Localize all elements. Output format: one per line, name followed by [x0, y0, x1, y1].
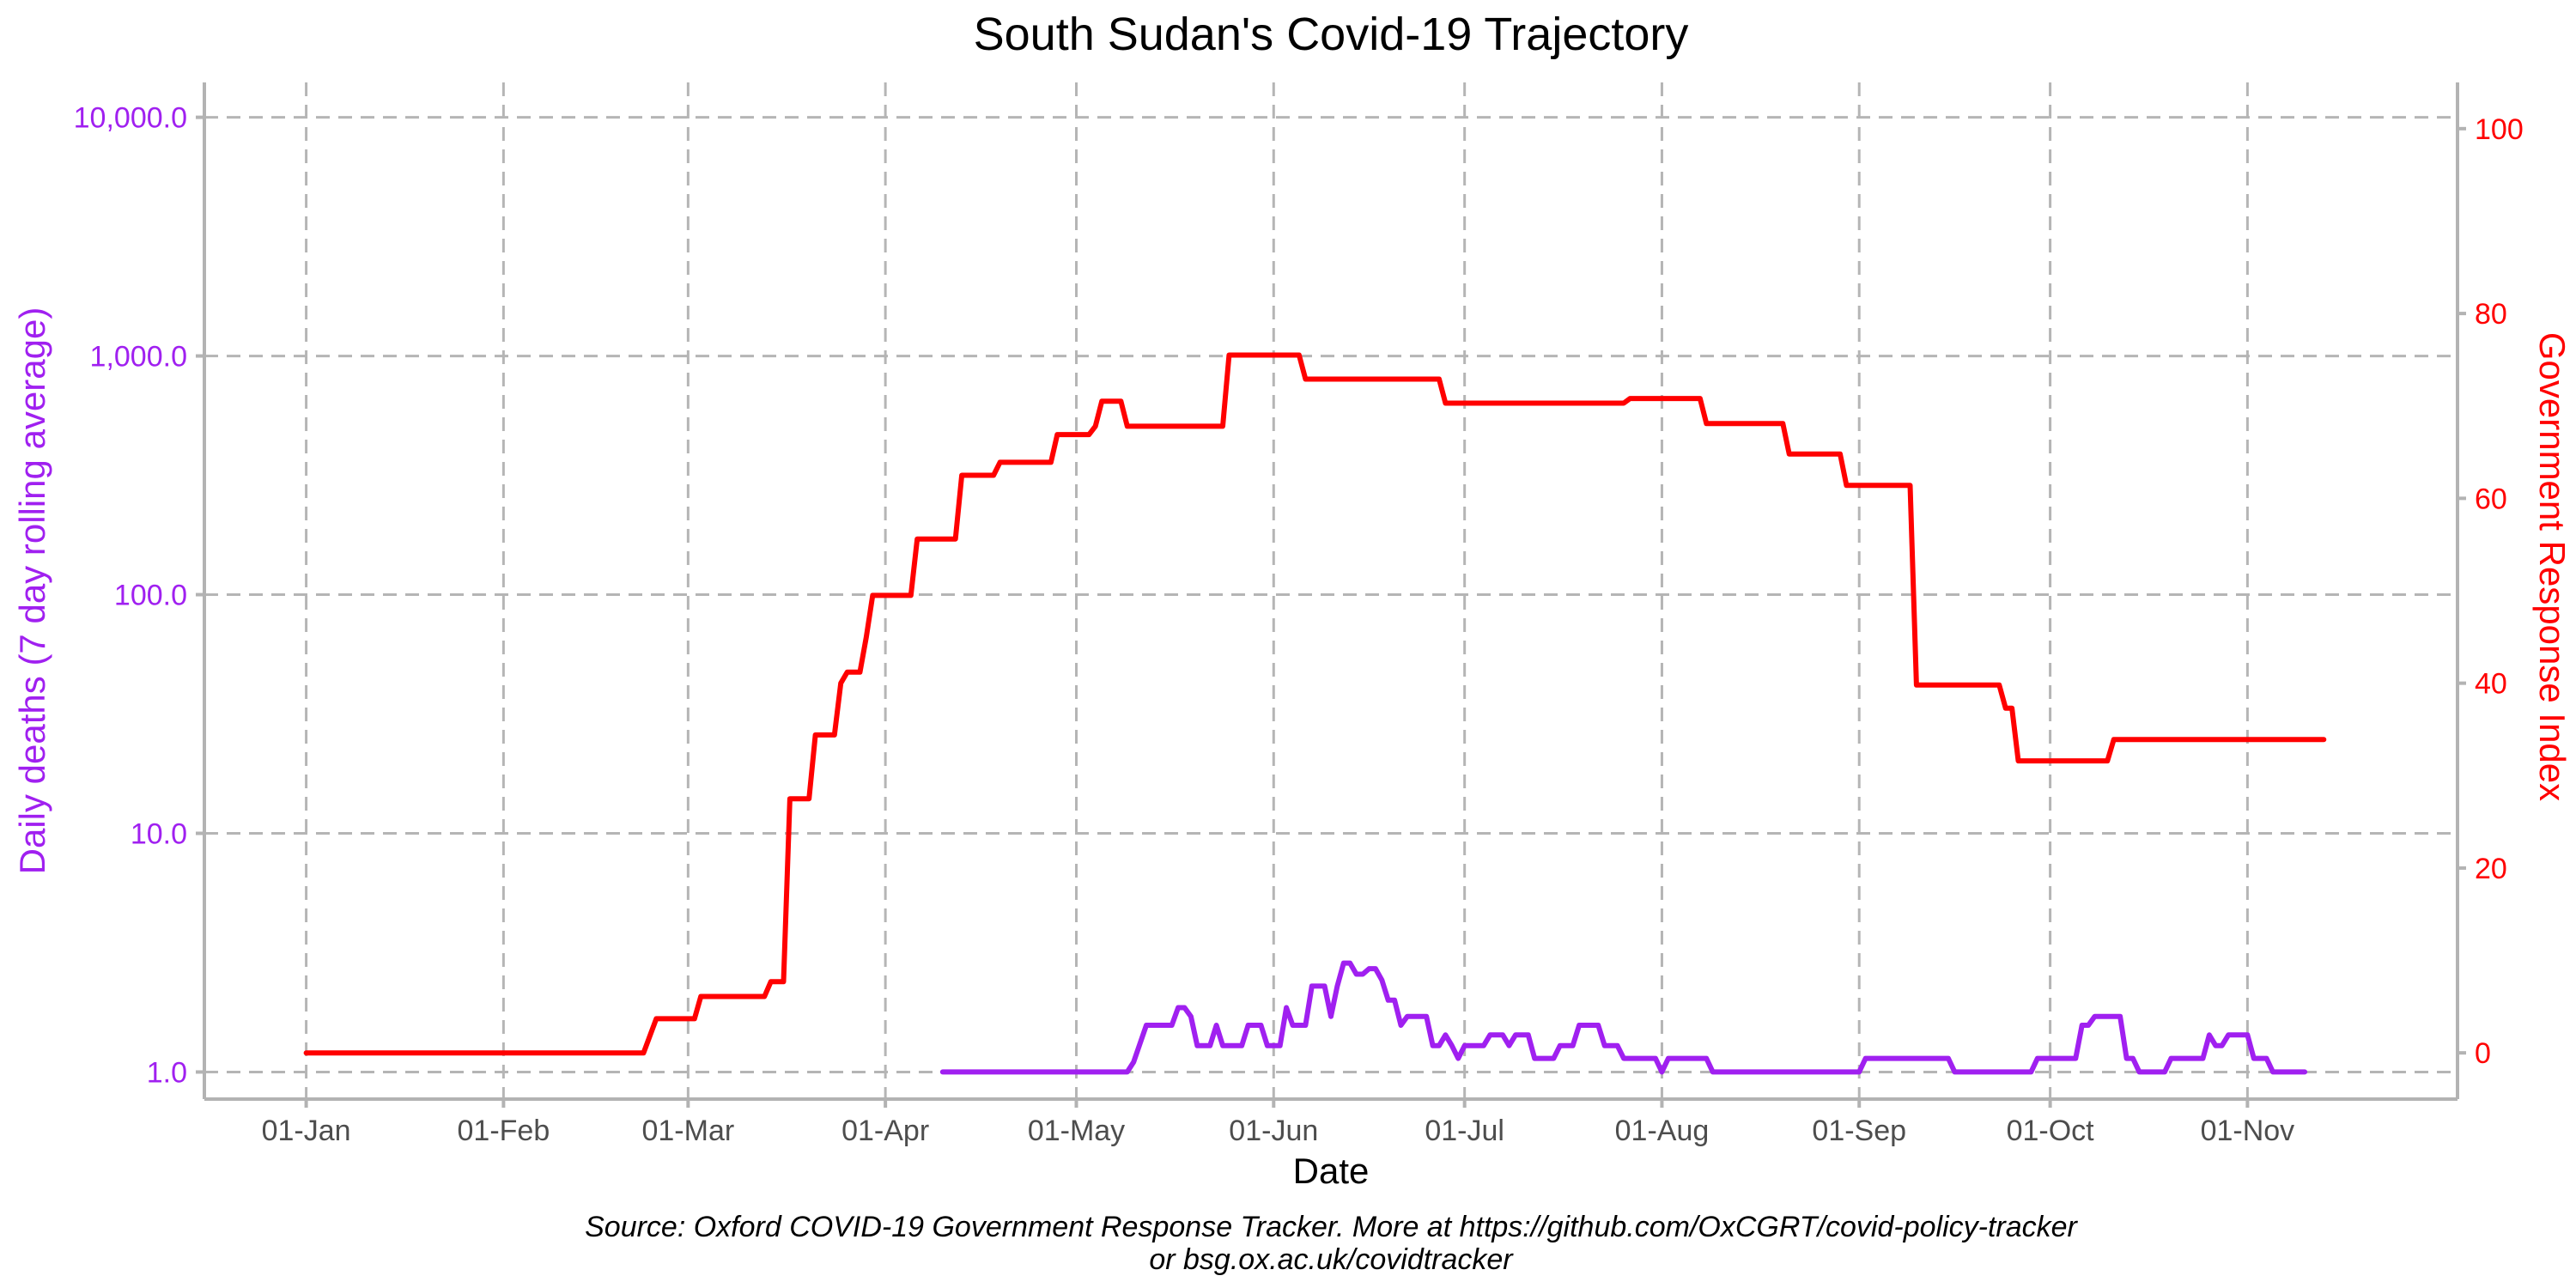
y-left-tick-label: 10.0 — [131, 817, 187, 850]
x-tick-label: 01-Jun — [1229, 1115, 1318, 1147]
x-tick-label: 01-Jul — [1425, 1115, 1504, 1147]
y-left-tick-label: 10,000.0 — [74, 102, 187, 135]
x-tick-label: 01-Feb — [458, 1115, 550, 1147]
x-tick-label: 01-Aug — [1615, 1115, 1710, 1147]
y-left-tick-label: 1.0 — [147, 1056, 187, 1089]
x-tick-label: 01-Oct — [2007, 1115, 2095, 1147]
series-group — [303, 352, 2327, 1075]
y-right-tick-label: 60 — [2475, 483, 2507, 515]
x-tick-label: 01-May — [1028, 1115, 1125, 1147]
y-right-tick-label: 0 — [2475, 1037, 2491, 1070]
source-caption: Source: Oxford COVID-19 Government Respo… — [585, 1211, 2078, 1243]
x-tick-label: 01-Sep — [1812, 1115, 1906, 1147]
chart-title: South Sudan's Covid-19 Trajectory — [974, 9, 1689, 60]
x-tick-label: 01-Jan — [262, 1115, 351, 1147]
x-tick-label: 01-Nov — [2201, 1115, 2295, 1147]
left-axis-title: Daily deaths (7 day rolling average) — [12, 307, 52, 875]
y-right-tick-label: 40 — [2475, 668, 2507, 701]
response-index-line — [303, 352, 2327, 1056]
x-tick-label: 01-Mar — [641, 1115, 734, 1147]
x-axis-title: Date — [1293, 1151, 1370, 1191]
right-axis-title: Government Response Index — [2532, 332, 2573, 801]
y-right-tick-label: 100 — [2475, 113, 2524, 146]
y-left-tick-label: 100.0 — [114, 580, 187, 612]
ticks: 01-Jan 01-Feb 01-Mar 01-Apr 01-May 01-Jun 01-J… — [74, 102, 2524, 1147]
deaths-line — [939, 960, 2308, 1075]
y-left-tick-label: 1,000.0 — [90, 341, 187, 374]
grid — [204, 82, 2458, 1099]
y-right-tick-label: 20 — [2475, 853, 2507, 885]
y-right-tick-label: 80 — [2475, 298, 2507, 331]
source-caption-line2: or bsg.ox.ac.uk/covidtracker — [1149, 1243, 1514, 1276]
x-tick-label: 01-Apr — [841, 1115, 929, 1147]
